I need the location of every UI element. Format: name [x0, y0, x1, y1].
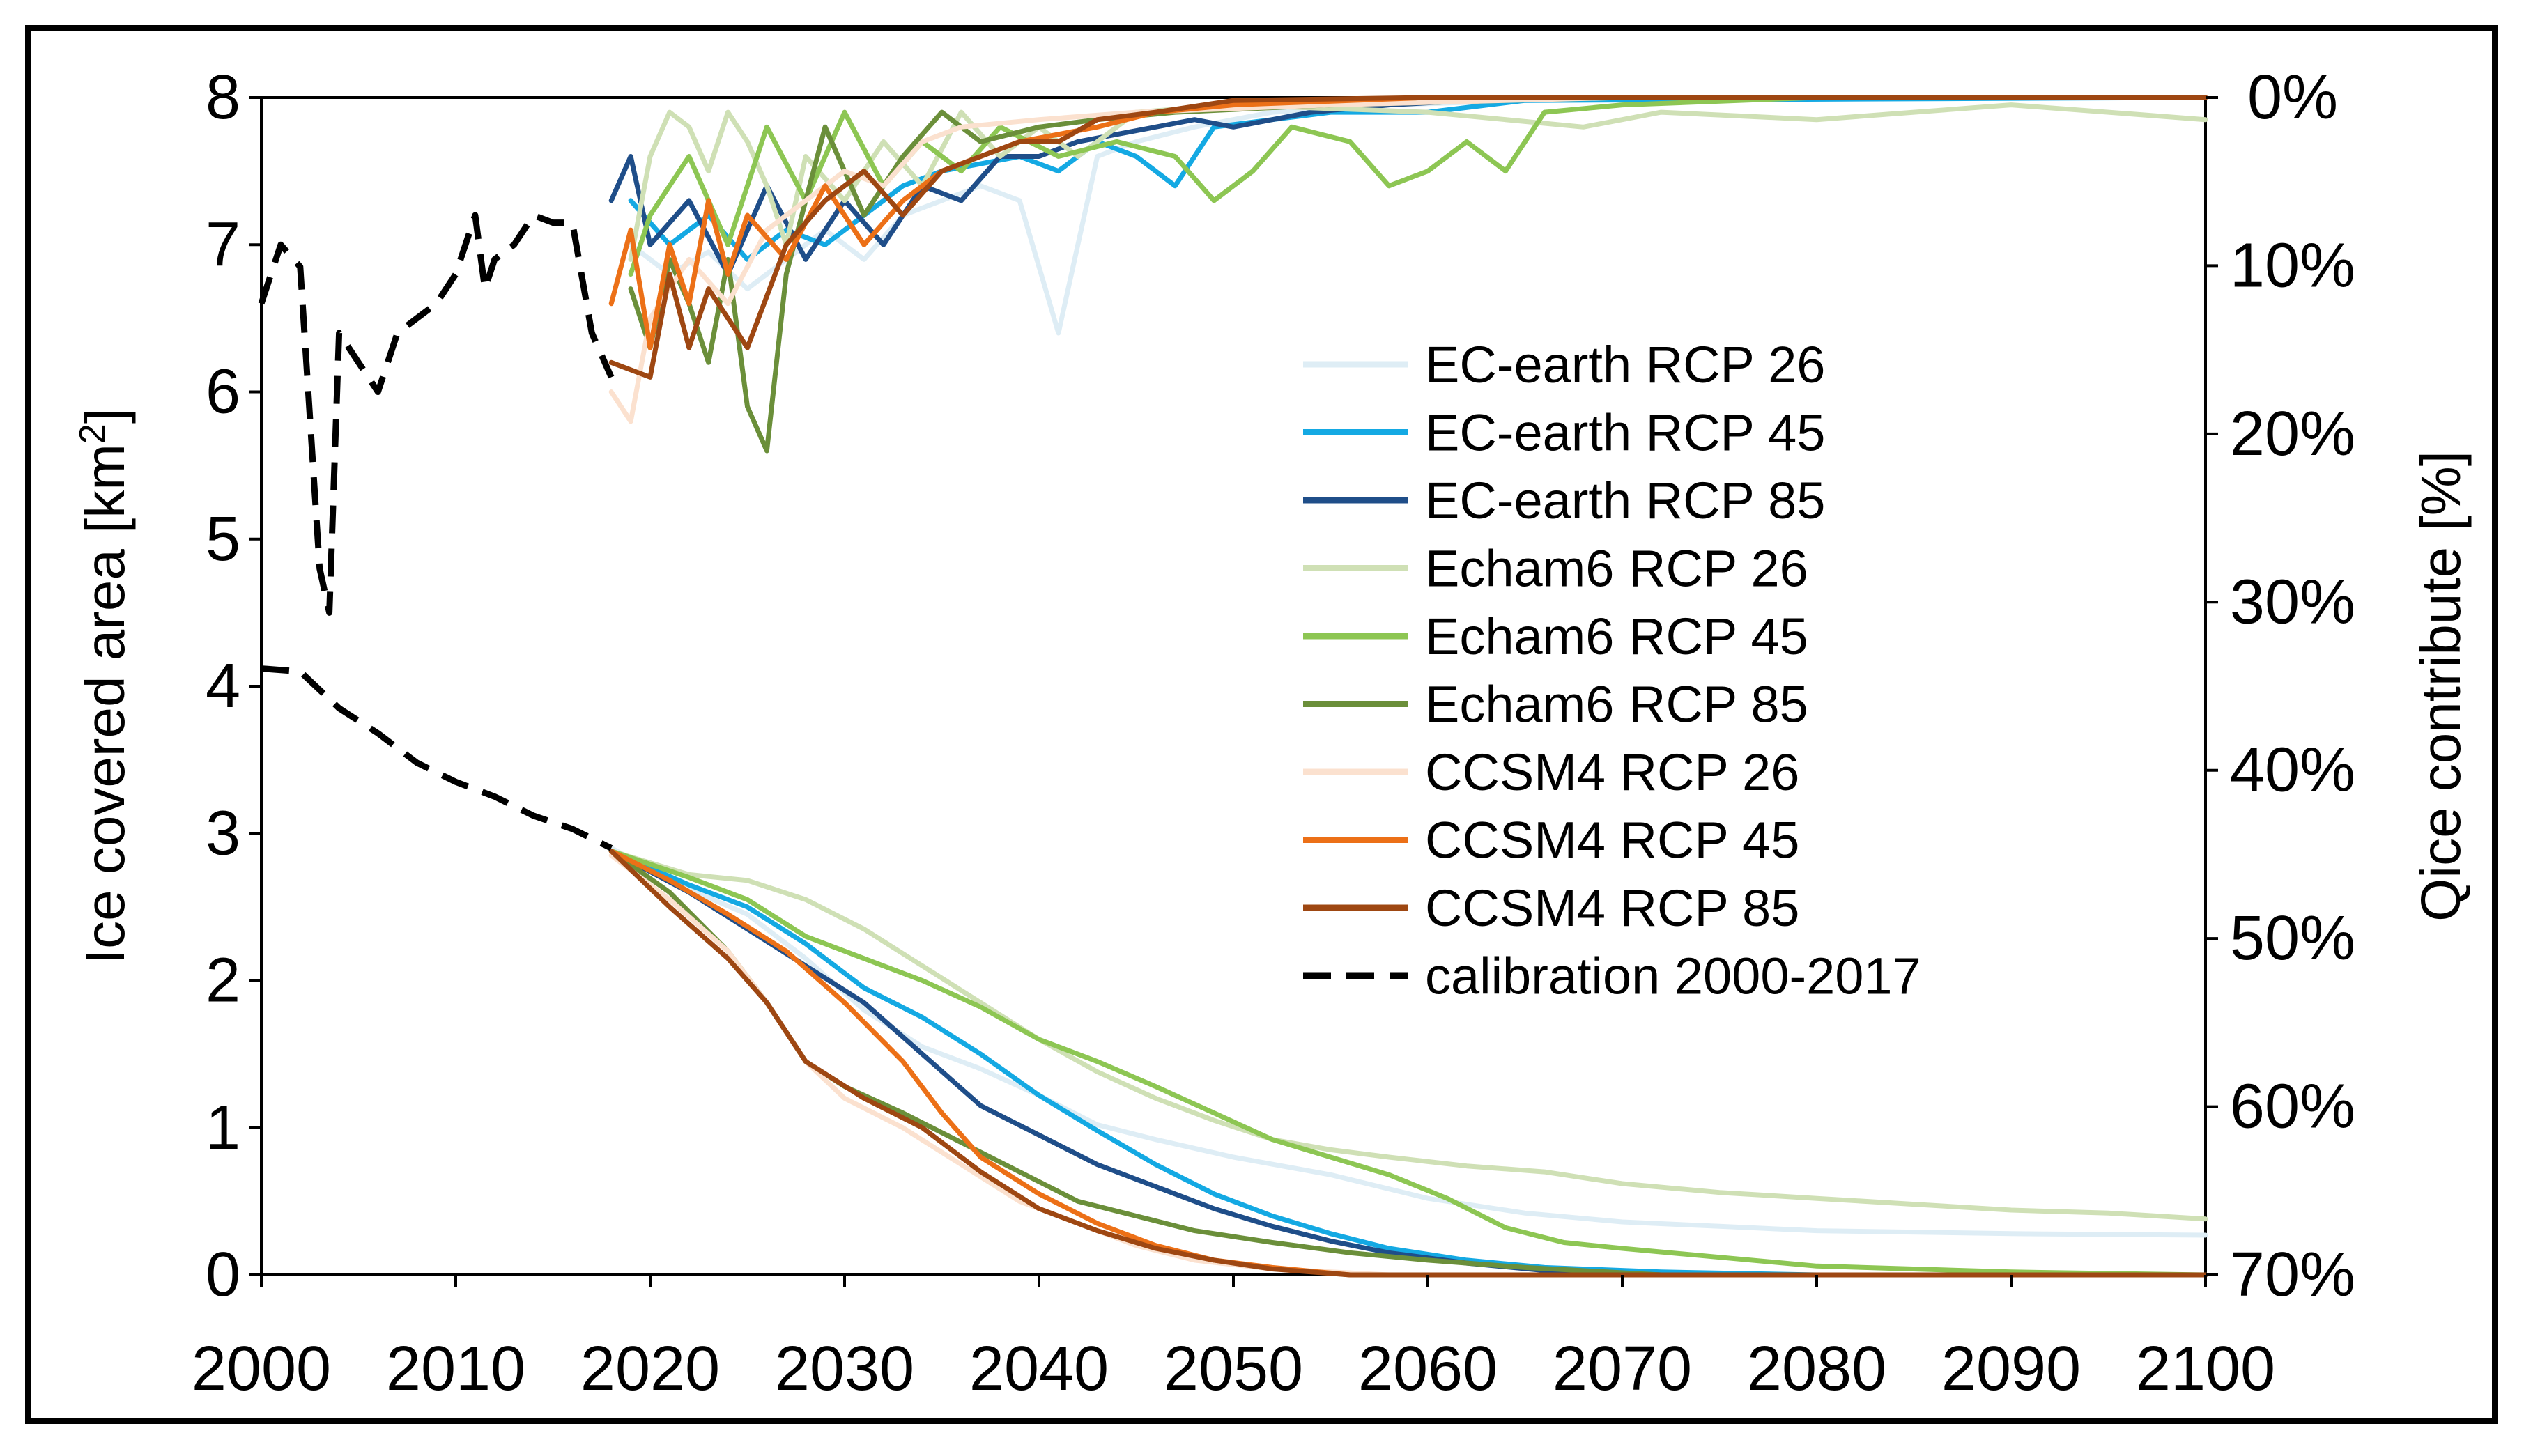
series-echam6-rcp-26-qice-line: [628, 102, 2208, 262]
series-layer: [258, 95, 2208, 1278]
y-left-tick-label: 4: [206, 651, 240, 721]
x-tick-label: 2000: [192, 1334, 331, 1404]
y-right-tick-label: 20%: [2230, 399, 2355, 469]
y-right-tick-label: 50%: [2230, 904, 2355, 973]
legend-label-echam6-rcp-26: Echam6 RCP 26: [1425, 540, 1808, 598]
x-tick-label: 2030: [775, 1334, 914, 1404]
series-ec-earth-rcp-85-qice-line: [608, 95, 2208, 277]
legend-label-ec-earth-rcp-45: EC-earth RCP 45: [1425, 404, 1825, 462]
y-right-tick-label: 40%: [2230, 736, 2355, 805]
series-ccsm4-rcp-85-area-line: [608, 849, 2208, 1278]
x-tick-label: 2040: [969, 1334, 1109, 1404]
y-right-tick-label: 60%: [2230, 1072, 2355, 1142]
x-tick-label: 2060: [1358, 1334, 1498, 1404]
y-left-tick-label: 2: [206, 946, 240, 1016]
y-left-tick-label: 0: [206, 1240, 240, 1310]
legend-label-calibration-2000-2017: calibration 2000-2017: [1425, 947, 1921, 1005]
series-ec-earth-rcp-26-area-line: [608, 845, 2208, 1238]
x-tick-label: 2080: [1747, 1334, 1886, 1404]
series-calibration-2000-2017-qice-line: [258, 212, 615, 616]
x-tick-label: 2090: [1941, 1334, 2081, 1404]
series-calibration-2000-2017-area-line: [261, 665, 613, 851]
legend-label-ccsm4-rcp-26: CCSM4 RCP 26: [1425, 743, 1799, 801]
x-tick-label: 2070: [1553, 1334, 1692, 1404]
legend-label-ec-earth-rcp-85: EC-earth RCP 85: [1425, 472, 1825, 529]
series-echam6-rcp-45-qice-line: [628, 95, 2208, 277]
x-tick-label: 2010: [386, 1334, 525, 1404]
y-left-tick-label: 3: [206, 798, 240, 868]
legend-label-echam6-rcp-85: Echam6 RCP 85: [1425, 676, 1808, 734]
series-ccsm4-rcp-26-qice-line: [608, 95, 2208, 424]
y-right-axis-label: Qice contribute [%]: [2410, 451, 2472, 922]
y-right-tick-label: 30%: [2230, 567, 2355, 637]
outer-frame: [25, 25, 2498, 1424]
series-echam6-rcp-45-area-line: [608, 849, 2208, 1278]
y-left-tick-label: 1: [206, 1093, 240, 1163]
y-left-tick-label: 8: [206, 63, 240, 132]
y-left-tick-label: 6: [206, 357, 240, 427]
x-tick-labels: 2000 2010 2020 2030 2040 2050 2060 2070 2080 2090…: [192, 1275, 2275, 1404]
legend: EC-earth RCP 26 EC-earth RCP 45 EC-earth R…: [1303, 336, 1921, 1005]
y-left-axis-label: Ice covered area [km2]: [72, 408, 136, 964]
y-right-tick-label: 0%: [2247, 63, 2338, 132]
legend-label-ec-earth-rcp-26: EC-earth RCP 26: [1425, 336, 1825, 394]
x-tick-label: 2100: [2136, 1334, 2275, 1404]
x-tick-label: 2050: [1164, 1334, 1303, 1404]
legend-label-echam6-rcp-45: Echam6 RCP 45: [1425, 607, 1808, 665]
x-tick-label: 2020: [580, 1334, 720, 1404]
y-right-tick-labels: 0% 10% 20% 30% 40% 50% 60% 70%: [2206, 63, 2355, 1310]
series-ccsm4-rcp-45-qice-line: [608, 95, 2208, 350]
legend-label-ccsm4-rcp-45: CCSM4 RCP 45: [1425, 812, 1799, 869]
y-right-tick-label: 10%: [2230, 231, 2355, 300]
y-right-tick-label: 70%: [2230, 1240, 2355, 1310]
series-ccsm4-rcp-85-qice-line: [608, 95, 2208, 380]
y-left-tick-label: 5: [206, 504, 240, 574]
legend-label-ccsm4-rcp-85: CCSM4 RCP 85: [1425, 879, 1799, 937]
y-left-tick-labels: 0 1 2 3 4 5 6 7 8: [206, 63, 261, 1310]
y-left-tick-label: 7: [206, 210, 240, 279]
